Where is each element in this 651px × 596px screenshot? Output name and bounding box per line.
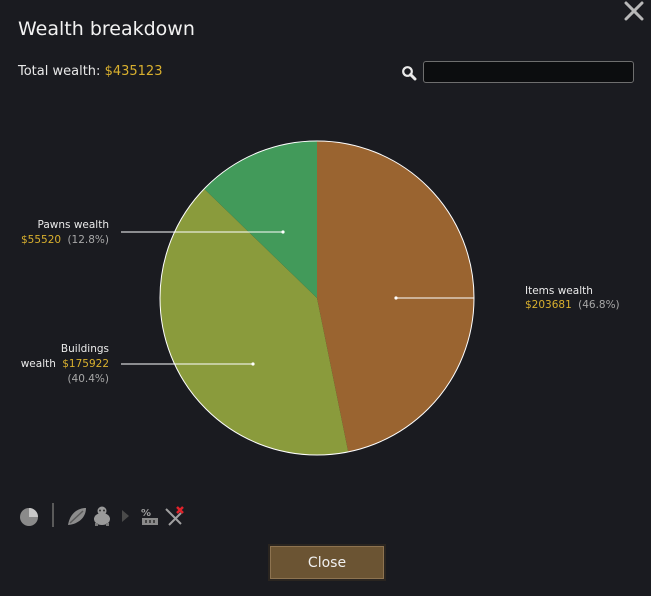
pawns-label-name: Pawns wealth — [37, 219, 109, 231]
weapons-disabled-icon[interactable] — [163, 505, 185, 527]
buildings-label-name-line1: Buildings — [61, 343, 109, 355]
arrow-right-icon — [122, 510, 129, 522]
items-label-name: Items wealth — [525, 285, 593, 297]
buildings-label-percent: (40.4%) — [67, 373, 109, 385]
pawns-label-value: $55520 — [21, 234, 61, 246]
buildings-leader-dot — [251, 362, 255, 366]
plants-icon[interactable] — [66, 505, 88, 527]
close-button[interactable]: Close — [268, 544, 386, 581]
buildings-label-value-line: wealth $175922 — [21, 358, 109, 370]
item-value-icon[interactable]: % — [139, 505, 161, 527]
pawns-slice — [204, 141, 317, 298]
total-wealth-label: Total wealth: — [18, 64, 101, 79]
items-label-percent: (46.8%) — [578, 299, 620, 311]
close-x-icon[interactable] — [623, 0, 645, 22]
items-leader-dot — [394, 296, 398, 300]
items-slice — [317, 141, 475, 452]
pie-chart-icon[interactable] — [18, 505, 40, 527]
animals-icon[interactable] — [91, 505, 113, 527]
window-title: Wealth breakdown — [18, 18, 195, 40]
toolbar-separator — [52, 503, 54, 527]
total-wealth-value: $435123 — [104, 64, 163, 79]
search-input[interactable] — [423, 61, 634, 83]
search-icon — [402, 66, 417, 81]
svg-text:%: % — [141, 508, 151, 519]
buildings-label-name-line2: wealth — [21, 358, 56, 370]
items-label-value: $203681 — [525, 299, 572, 311]
items-label-value-line: $203681 (46.8%) — [525, 299, 620, 311]
pawns-label-value-line: $55520 (12.8%) — [21, 234, 109, 246]
pawns-leader-dot — [281, 230, 285, 234]
buildings-slice — [160, 188, 349, 456]
pawns-label-percent: (12.8%) — [67, 234, 109, 246]
buildings-label-value: $175922 — [62, 358, 109, 370]
total-wealth-row: Total wealth: $435123 — [18, 64, 162, 79]
